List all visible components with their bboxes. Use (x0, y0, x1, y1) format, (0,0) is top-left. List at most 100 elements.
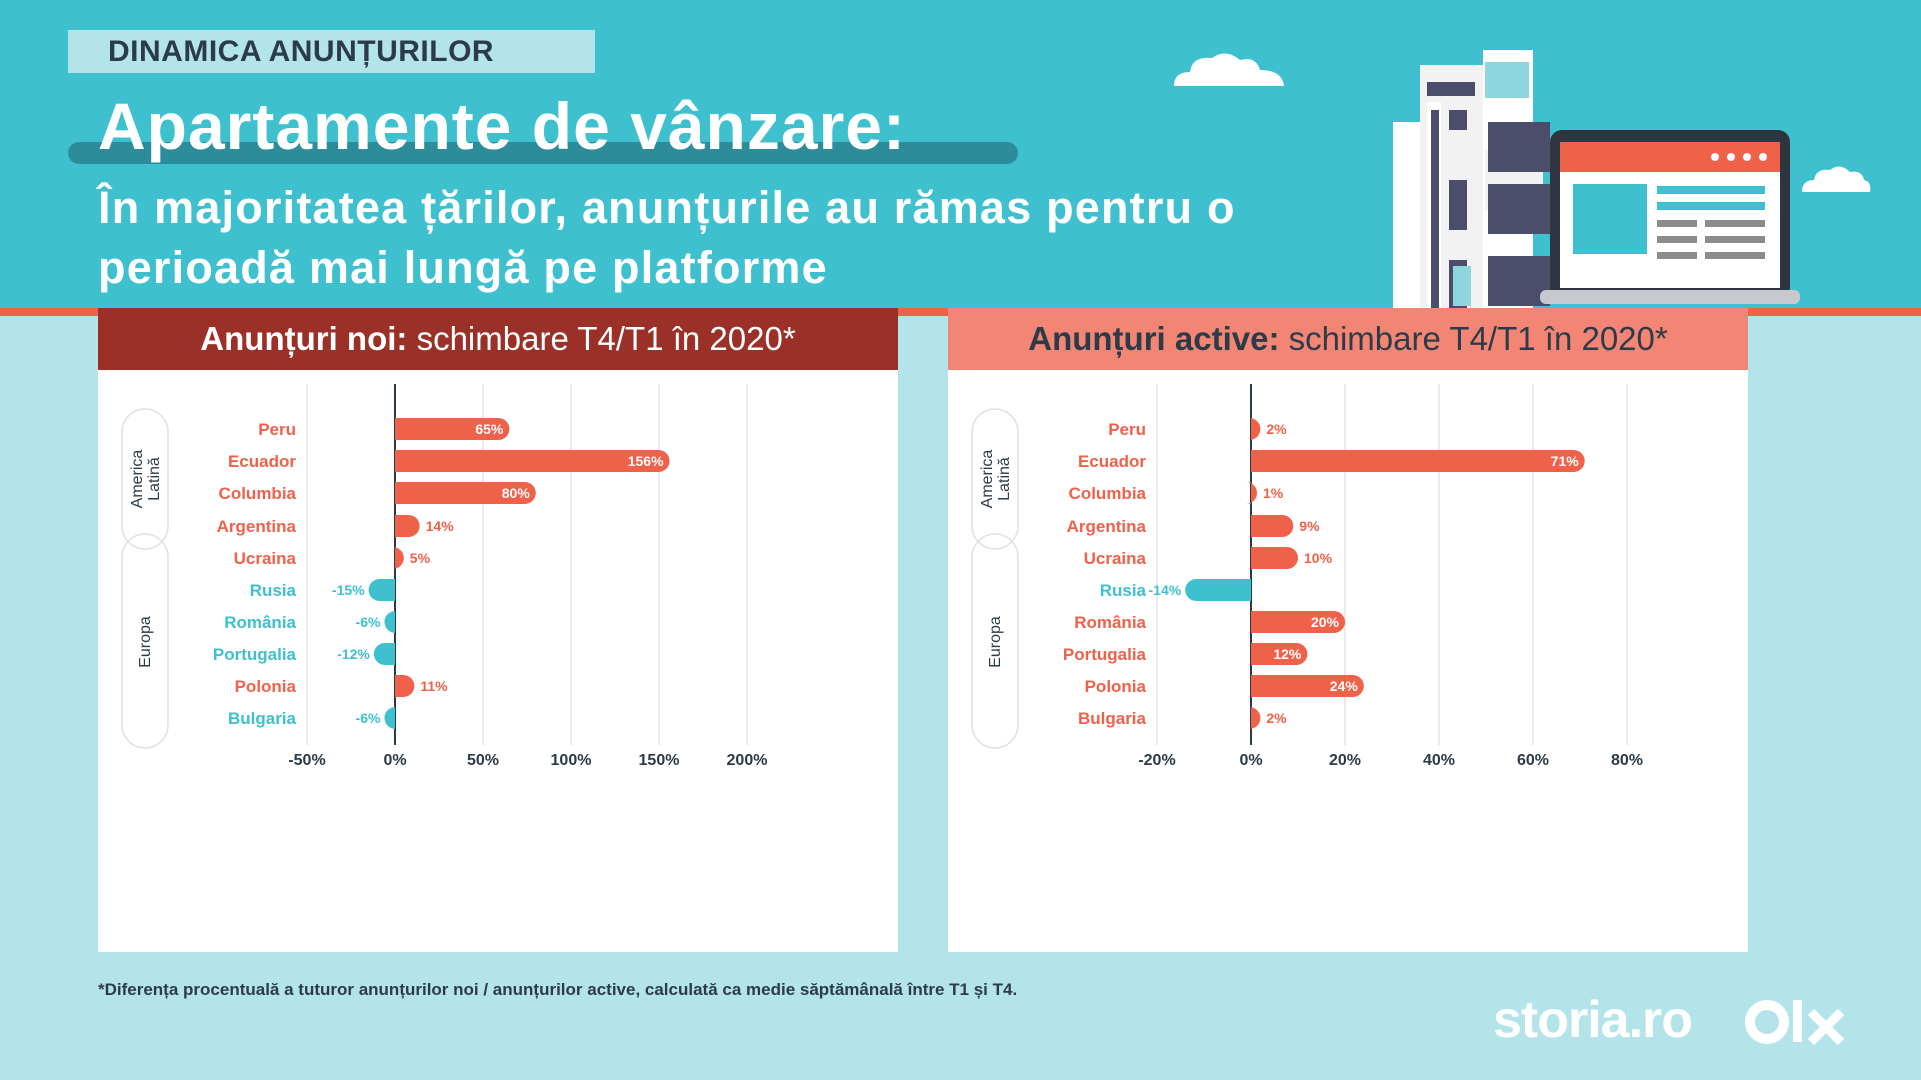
bar (1251, 515, 1294, 537)
bar (1251, 450, 1585, 472)
data-label: 11% (420, 678, 448, 694)
x-tick-label: 0% (1239, 752, 1262, 769)
category-label: Ucraina (234, 549, 297, 568)
x-tick-label: 50% (467, 752, 499, 769)
bar (368, 579, 395, 601)
category-label: Ecuador (228, 452, 296, 471)
data-label: -6% (356, 614, 381, 630)
bar (384, 611, 396, 633)
bar (1251, 547, 1298, 569)
x-tick-label: 150% (639, 752, 680, 769)
category-label: Bulgaria (228, 709, 297, 728)
category-label: Columbia (1069, 484, 1147, 503)
data-label: 2% (1266, 710, 1287, 726)
data-label: 14% (426, 518, 455, 534)
bar (395, 515, 420, 537)
x-tick-label: 0% (383, 752, 406, 769)
panel-new-listings-header: Anunțuri noi: schimbare T4/T1 în 2020* (98, 308, 898, 370)
bar (1251, 675, 1364, 697)
chart-panel-active-listings: -20% 0% 20% 40% 60% 80% AmericaLatină Europa Per… (948, 370, 1748, 952)
group-label: Europa (987, 616, 1004, 668)
x-tick-label: 20% (1329, 752, 1361, 769)
data-label: 24% (1330, 678, 1359, 694)
bar (1251, 643, 1308, 665)
data-label: 12% (1273, 646, 1302, 662)
category-label: Rusia (250, 581, 297, 600)
x-tick-label: 100% (551, 752, 592, 769)
category-label: Argentina (1067, 517, 1147, 536)
category-label: Columbia (219, 484, 297, 503)
data-label: 5% (410, 550, 431, 566)
bar (1249, 418, 1261, 440)
bar (1246, 482, 1257, 504)
data-label: -12% (337, 646, 370, 662)
data-label: -15% (332, 582, 365, 598)
data-label: 20% (1311, 614, 1340, 630)
x-tick-label: -20% (1138, 752, 1175, 769)
bar (373, 643, 395, 665)
bar (395, 450, 670, 472)
x-tick-label: 40% (1423, 752, 1455, 769)
olx-logo (1745, 1000, 1845, 1046)
cloud-icon (1174, 53, 1284, 86)
category-label: Argentina (217, 517, 297, 536)
data-label: -6% (356, 710, 381, 726)
panel-active-listings-header: Anunțuri active: schimbare T4/T1 în 2020… (948, 308, 1748, 370)
data-label: 71% (1551, 453, 1580, 469)
chart-panel-new-listings: -50% 0% 50% 100% 150% 200% AmericaLatină Europa… (98, 370, 898, 952)
panel-title-bold: Anunțuri noi: (200, 320, 408, 357)
bar (395, 675, 415, 697)
storia-logo: storia.ro (1493, 991, 1693, 1049)
category-label: Portugalia (213, 645, 297, 664)
bar (395, 482, 536, 504)
panel-title-rest: schimbare T4/T1 în 2020* (416, 320, 796, 357)
x-tick-label: 60% (1517, 752, 1549, 769)
group-bracket (121, 408, 169, 550)
data-label: 80% (502, 485, 531, 501)
footnote: *Diferența procentuală a tuturor anunțur… (98, 980, 1018, 999)
x-tick-label: -50% (288, 752, 325, 769)
group-label: AmericaLatină (129, 450, 163, 509)
x-tick-label: 80% (1611, 752, 1643, 769)
page-title: Apartamente de vânzare: (98, 89, 906, 163)
category-label: Polonia (1085, 677, 1147, 696)
group-label: AmericaLatină (979, 450, 1013, 509)
group-label: Europa (137, 616, 154, 668)
category-label: Peru (258, 420, 296, 439)
x-tick-label: 200% (727, 752, 768, 769)
panel-title-rest: schimbare T4/T1 în 2020* (1288, 320, 1668, 357)
bar (392, 547, 404, 569)
group-bracket (971, 408, 1019, 550)
building-laptop-illustration (1393, 50, 1800, 312)
category-label: Ucraina (1084, 549, 1147, 568)
data-label: 65% (475, 421, 504, 437)
category-label: Ecuador (1078, 452, 1146, 471)
category-label: România (224, 613, 296, 632)
data-label: 156% (628, 453, 664, 469)
category-label: Rusia (1100, 581, 1147, 600)
bar-chart-active-listings: -20% 0% 20% 40% 60% 80% AmericaLatină Europa Per… (971, 384, 1643, 769)
data-label: 2% (1266, 421, 1287, 437)
bar (1249, 707, 1261, 729)
category-label: Polonia (235, 677, 297, 696)
bar (395, 418, 510, 440)
group-bracket (971, 533, 1019, 749)
category-label: Peru (1108, 420, 1146, 439)
bar-chart-new-listings: -50% 0% 50% 100% 150% 200% AmericaLatină Europa… (121, 384, 768, 769)
panel-title-bold: Anunțuri active: (1028, 320, 1280, 357)
bar (1251, 611, 1345, 633)
title-underline (68, 142, 1018, 164)
bar (384, 707, 396, 729)
cloud-icon (1802, 166, 1871, 192)
data-label: -14% (1149, 582, 1182, 598)
category-label: Portugalia (1063, 645, 1147, 664)
group-bracket (121, 533, 169, 749)
bar (1185, 579, 1251, 601)
section-kicker: DINAMICA ANUNȚURILOR (68, 30, 595, 73)
page-subtitle: În majoritatea țărilor, anunțurile au ră… (98, 182, 1236, 293)
category-label: România (1074, 613, 1146, 632)
data-label: 9% (1299, 518, 1320, 534)
data-label: 1% (1263, 485, 1284, 501)
data-label: 10% (1304, 550, 1333, 566)
category-label: Bulgaria (1078, 709, 1147, 728)
